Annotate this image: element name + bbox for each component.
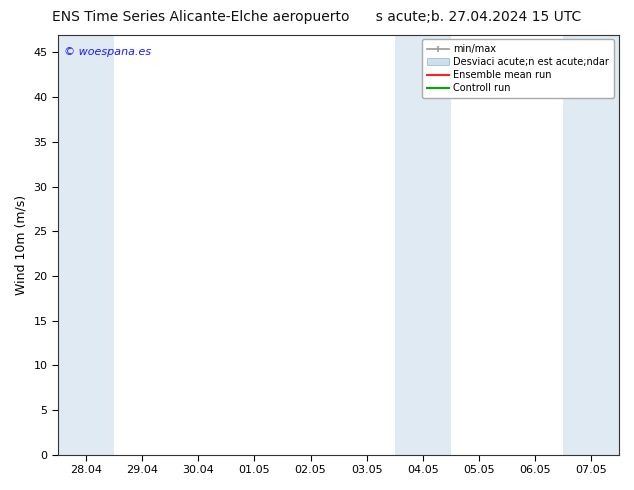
Y-axis label: Wind 10m (m/s): Wind 10m (m/s) xyxy=(15,195,28,294)
Text: © woespana.es: © woespana.es xyxy=(63,47,151,57)
Text: ENS Time Series Alicante-Elche aeropuerto      s acute;b. 27.04.2024 15 UTC: ENS Time Series Alicante-Elche aeropuert… xyxy=(53,10,581,24)
Bar xyxy=(394,35,451,455)
Bar xyxy=(58,35,114,455)
Bar xyxy=(563,35,619,455)
Legend: min/max, Desviaci acute;n est acute;ndar, Ensemble mean run, Controll run: min/max, Desviaci acute;n est acute;ndar… xyxy=(422,40,614,98)
